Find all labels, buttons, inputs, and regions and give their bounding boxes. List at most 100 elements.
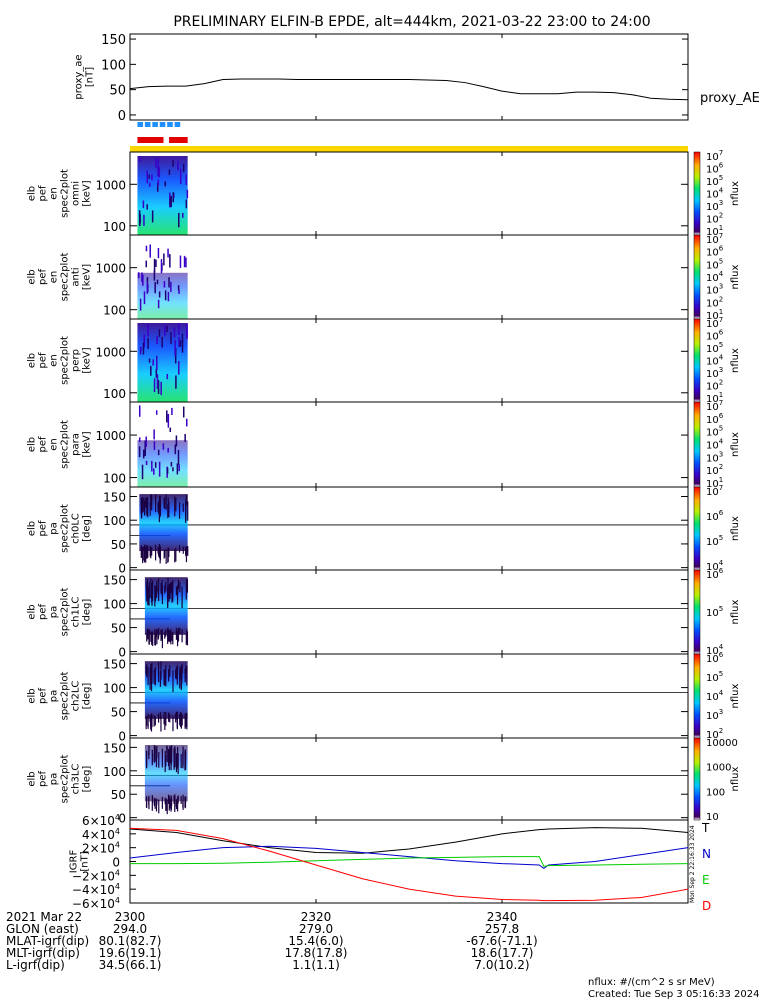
igrf-y-tick-label: −4×104 bbox=[72, 882, 120, 897]
pa-speck bbox=[154, 544, 157, 561]
pa-speck bbox=[170, 796, 172, 810]
spectrogram-speck bbox=[184, 433, 186, 442]
spectrogram-speck bbox=[175, 435, 178, 447]
pa-ylabel-line: [deg] bbox=[82, 766, 93, 793]
pa-speck bbox=[182, 546, 184, 554]
spectrogram-speck bbox=[167, 291, 170, 302]
pa-speck bbox=[179, 667, 181, 687]
pa-speck bbox=[150, 631, 152, 642]
blue-segment bbox=[167, 122, 173, 127]
pa-speck bbox=[179, 627, 181, 635]
spectrogram-speck bbox=[145, 460, 148, 465]
blue-segment bbox=[152, 122, 158, 127]
pa-y-tick-label: 150 bbox=[103, 741, 126, 755]
footer-units: nflux: #/(cm^2 s sr MeV) bbox=[588, 977, 715, 988]
pa-speck bbox=[146, 751, 148, 768]
spectrogram-speck bbox=[150, 365, 152, 376]
pa-speck bbox=[175, 628, 178, 640]
pa-speck bbox=[181, 629, 183, 643]
pa-ylabel-line: pa bbox=[49, 690, 60, 702]
pa-speck bbox=[150, 715, 152, 730]
pa-ylabel-line: [deg] bbox=[82, 683, 93, 710]
pa-speck bbox=[169, 584, 171, 599]
indicator-bars bbox=[130, 122, 688, 152]
pa-speck bbox=[161, 580, 163, 596]
pa-speck bbox=[177, 627, 180, 642]
spec-y-tick-label: 1000 bbox=[95, 178, 126, 192]
spectrogram-speck bbox=[173, 327, 176, 338]
pa-speck bbox=[174, 799, 176, 807]
blue-segment bbox=[137, 122, 144, 127]
pa-cbar-tick: 106 bbox=[706, 509, 724, 523]
spectrogram-speck bbox=[174, 348, 177, 364]
pa-speck bbox=[168, 795, 170, 811]
pa-speck bbox=[157, 661, 160, 682]
pa-cbar-tick: 103 bbox=[706, 708, 723, 722]
spectrogram-speck bbox=[156, 355, 158, 371]
igrf-y-tick-label: 4×104 bbox=[82, 827, 120, 842]
pa-speck bbox=[168, 501, 170, 518]
spectrogram-speck bbox=[153, 429, 155, 440]
blue-segment bbox=[159, 122, 166, 127]
pa-speck bbox=[144, 544, 146, 561]
pa-ylabel-line: ch1LC bbox=[71, 597, 82, 628]
spec-y-tick-label: 1000 bbox=[95, 345, 126, 359]
pa-speck bbox=[151, 749, 153, 766]
proxy-ylabel-line: [nT] bbox=[85, 67, 96, 87]
spec-ylabel-line: pef bbox=[38, 352, 49, 369]
spectrogram-speck bbox=[169, 198, 171, 205]
pa-speck bbox=[140, 498, 143, 519]
spectrogram-speck bbox=[156, 279, 159, 285]
igrf-y-tick-label: −6×104 bbox=[72, 896, 120, 911]
spec-ylabel-line: elb bbox=[27, 186, 38, 201]
spec-ylabel-line: para bbox=[71, 433, 82, 456]
pa-speck bbox=[186, 712, 188, 721]
proxy-ae-line bbox=[129, 78, 689, 101]
ephemeris-value: 7.0(10.2) bbox=[474, 958, 529, 972]
pa-y-tick-label: 150 bbox=[103, 490, 126, 504]
proxy-ylabel-line: proxy_ae bbox=[74, 54, 85, 99]
spectrogram-speck bbox=[157, 179, 160, 187]
pa-speck bbox=[175, 586, 178, 596]
proxy-series-label: proxy_AE bbox=[700, 91, 760, 106]
pa-speck bbox=[175, 713, 177, 723]
spec-cbar-label: nflux bbox=[730, 181, 741, 206]
spectrogram-speck bbox=[178, 212, 180, 228]
pa-y-tick-label: 50 bbox=[111, 788, 126, 802]
pa-ylabel-line: pa bbox=[49, 773, 60, 785]
spectrogram-speck bbox=[158, 166, 161, 178]
pa-speck bbox=[168, 630, 170, 642]
pa-speck bbox=[161, 632, 164, 649]
spectrogram-speck bbox=[142, 449, 145, 459]
pa-speck bbox=[154, 585, 156, 607]
spectrogram-speck bbox=[179, 340, 182, 347]
igrf-y-tick-label: 6×104 bbox=[82, 813, 120, 828]
spec-ylabel-line: spec2plot bbox=[60, 420, 71, 469]
pa-speck bbox=[152, 631, 154, 646]
pa-speck bbox=[147, 714, 149, 729]
ephemeris-label: L-igrf(dip) bbox=[6, 958, 65, 972]
pa-speck bbox=[177, 630, 179, 639]
pa-cbar-label: nflux bbox=[730, 599, 741, 624]
igrf-line-E bbox=[130, 856, 689, 867]
spec-colorbar bbox=[693, 318, 701, 403]
pa-speck bbox=[167, 497, 169, 514]
igrf-legend-N: N bbox=[702, 847, 711, 861]
pa-speck bbox=[165, 711, 167, 726]
pa-y-tick-label: 0 bbox=[118, 812, 126, 826]
pa-speck bbox=[146, 546, 148, 559]
pa-speck bbox=[172, 670, 174, 692]
pa-speck bbox=[178, 545, 181, 553]
pa-cbar-tick: 104 bbox=[706, 689, 724, 703]
spec-ylabel-line: elb bbox=[27, 269, 38, 284]
pa-speck bbox=[154, 632, 157, 646]
spec-ylabel-line: [keV] bbox=[82, 180, 93, 206]
pa-speck bbox=[186, 631, 189, 646]
pa-speck bbox=[151, 670, 153, 684]
pa-speck bbox=[173, 748, 175, 770]
pa-speck bbox=[167, 586, 169, 607]
pa-speck bbox=[151, 714, 153, 728]
pa-cbar-tick: 105 bbox=[706, 670, 723, 684]
spectrogram-speck bbox=[164, 181, 166, 187]
pa-speck bbox=[177, 584, 179, 594]
